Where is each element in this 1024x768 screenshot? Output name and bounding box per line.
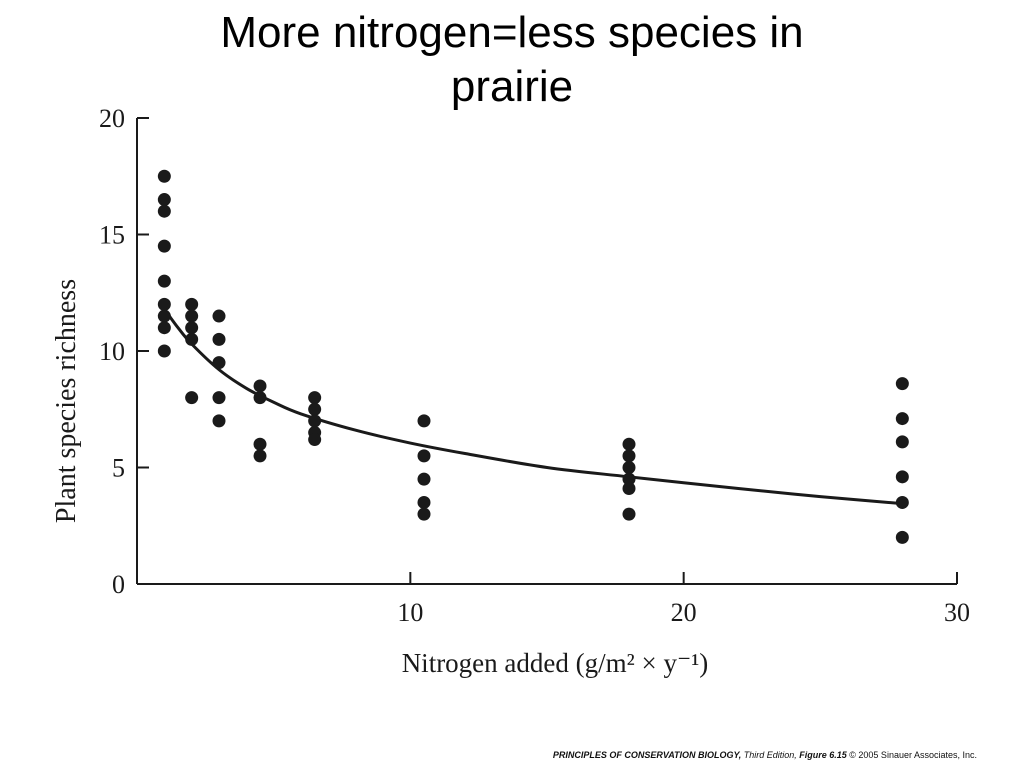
data-point xyxy=(185,309,199,323)
data-point xyxy=(253,379,267,393)
data-point xyxy=(157,204,171,218)
data-point xyxy=(157,344,171,358)
data-point xyxy=(212,356,226,370)
data-point xyxy=(253,437,267,451)
data-point xyxy=(308,402,322,416)
fit-curve xyxy=(163,308,903,506)
chart-axes: 0 5 10 15 20 10 20 30 xyxy=(99,104,970,627)
data-point xyxy=(185,297,199,311)
data-point xyxy=(253,391,267,405)
y-tick-label: 0 xyxy=(112,570,125,599)
slide-title-line-2: prairie xyxy=(450,62,574,111)
data-point xyxy=(622,437,636,451)
data-point xyxy=(185,321,199,335)
data-point xyxy=(308,433,322,447)
data-point xyxy=(417,507,431,521)
y-tick-label: 20 xyxy=(99,104,125,133)
data-point xyxy=(622,461,636,474)
data-point xyxy=(895,412,909,426)
data-point xyxy=(157,297,171,311)
y-tick-label: 5 xyxy=(112,454,125,483)
data-point xyxy=(185,332,199,346)
data-point xyxy=(895,470,909,484)
data-point xyxy=(157,274,171,288)
x-tick-label: 10 xyxy=(397,598,423,627)
data-point xyxy=(212,309,226,323)
data-point xyxy=(253,449,267,463)
slide-title: More nitrogen=less species in prairie xyxy=(112,6,912,114)
credit-figure: Figure 6.15 xyxy=(796,750,847,760)
data-point xyxy=(212,391,226,405)
data-point xyxy=(157,169,171,183)
y-tick-label: 15 xyxy=(99,221,125,250)
figure-credit: PRINCIPLES OF CONSERVATION BIOLOGY, Thir… xyxy=(553,750,977,760)
data-point xyxy=(308,414,322,428)
data-point xyxy=(895,377,909,391)
data-point xyxy=(185,391,199,405)
fit-curve-layer xyxy=(163,308,903,506)
x-axis-label: Nitrogen added (g/m² × y⁻¹) xyxy=(402,648,709,678)
data-point xyxy=(157,321,171,335)
data-point xyxy=(308,391,322,405)
data-point xyxy=(212,414,226,428)
data-point xyxy=(212,332,226,346)
axis-labels-layer: Nitrogen added (g/m² × y⁻¹) Plant species… xyxy=(51,279,708,678)
credit-copyright: © 2005 Sinauer Associates, Inc. xyxy=(846,750,977,760)
y-tick-label: 10 xyxy=(99,337,125,366)
data-point xyxy=(417,495,431,509)
data-points-layer xyxy=(157,169,909,544)
data-point xyxy=(895,530,909,544)
data-point xyxy=(622,472,636,486)
credit-edition: Third Edition, xyxy=(741,750,797,760)
x-tick-label: 20 xyxy=(671,598,697,627)
data-point xyxy=(157,239,171,253)
data-point xyxy=(417,449,431,463)
data-point xyxy=(417,472,431,486)
data-point xyxy=(622,449,636,463)
data-point xyxy=(622,507,636,521)
x-tick-label: 30 xyxy=(944,598,970,627)
data-point xyxy=(417,414,431,428)
data-point xyxy=(157,309,171,323)
y-axis-label: Plant species richness xyxy=(51,279,82,523)
data-point xyxy=(895,435,909,449)
data-point xyxy=(157,193,171,207)
data-point xyxy=(622,481,636,495)
credit-book: PRINCIPLES OF CONSERVATION BIOLOGY, xyxy=(552,750,742,760)
data-point xyxy=(895,495,909,509)
slide-title-line-1: More nitrogen=less species in xyxy=(220,8,804,57)
